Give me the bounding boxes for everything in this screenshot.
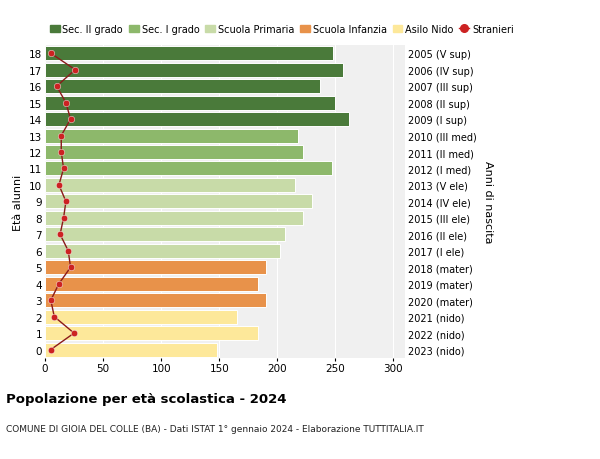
Point xyxy=(69,330,79,337)
Text: COMUNE DI GIOIA DEL COLLE (BA) - Dati ISTAT 1° gennaio 2024 - Elaborazione TUTTI: COMUNE DI GIOIA DEL COLLE (BA) - Dati IS… xyxy=(6,425,424,434)
Point xyxy=(55,231,65,239)
Bar xyxy=(45,146,303,160)
Point xyxy=(46,297,56,304)
Bar xyxy=(45,179,295,192)
Point xyxy=(46,50,56,58)
Bar xyxy=(45,80,320,94)
Bar xyxy=(45,96,335,110)
Point xyxy=(61,198,71,206)
Point xyxy=(59,165,68,173)
Point xyxy=(49,313,59,321)
Point xyxy=(59,215,68,222)
Bar xyxy=(45,162,332,176)
Bar xyxy=(45,277,257,291)
Bar xyxy=(45,310,236,324)
Point xyxy=(54,182,64,189)
Point xyxy=(70,67,80,74)
Bar xyxy=(45,195,312,209)
Bar xyxy=(45,244,280,258)
Bar xyxy=(45,261,266,274)
Point xyxy=(56,133,66,140)
Point xyxy=(66,264,76,271)
Point xyxy=(61,100,71,107)
Point xyxy=(54,280,64,288)
Bar xyxy=(45,343,217,357)
Point xyxy=(52,83,61,90)
Text: Popolazione per età scolastica - 2024: Popolazione per età scolastica - 2024 xyxy=(6,392,287,405)
Legend: Sec. II grado, Sec. I grado, Scuola Primaria, Scuola Infanzia, Asilo Nido, Stran: Sec. II grado, Sec. I grado, Scuola Prim… xyxy=(50,25,514,35)
Bar xyxy=(45,129,298,143)
Point xyxy=(56,149,66,157)
Y-axis label: Anni di nascita: Anni di nascita xyxy=(483,161,493,243)
Bar xyxy=(45,47,333,61)
Bar xyxy=(45,228,286,242)
Bar xyxy=(45,63,343,78)
Point xyxy=(64,247,73,255)
Bar xyxy=(45,294,266,308)
Point xyxy=(46,346,56,353)
Bar xyxy=(45,326,257,341)
Bar xyxy=(45,212,303,225)
Point xyxy=(66,116,76,123)
Bar xyxy=(45,113,349,127)
Y-axis label: Età alunni: Età alunni xyxy=(13,174,23,230)
